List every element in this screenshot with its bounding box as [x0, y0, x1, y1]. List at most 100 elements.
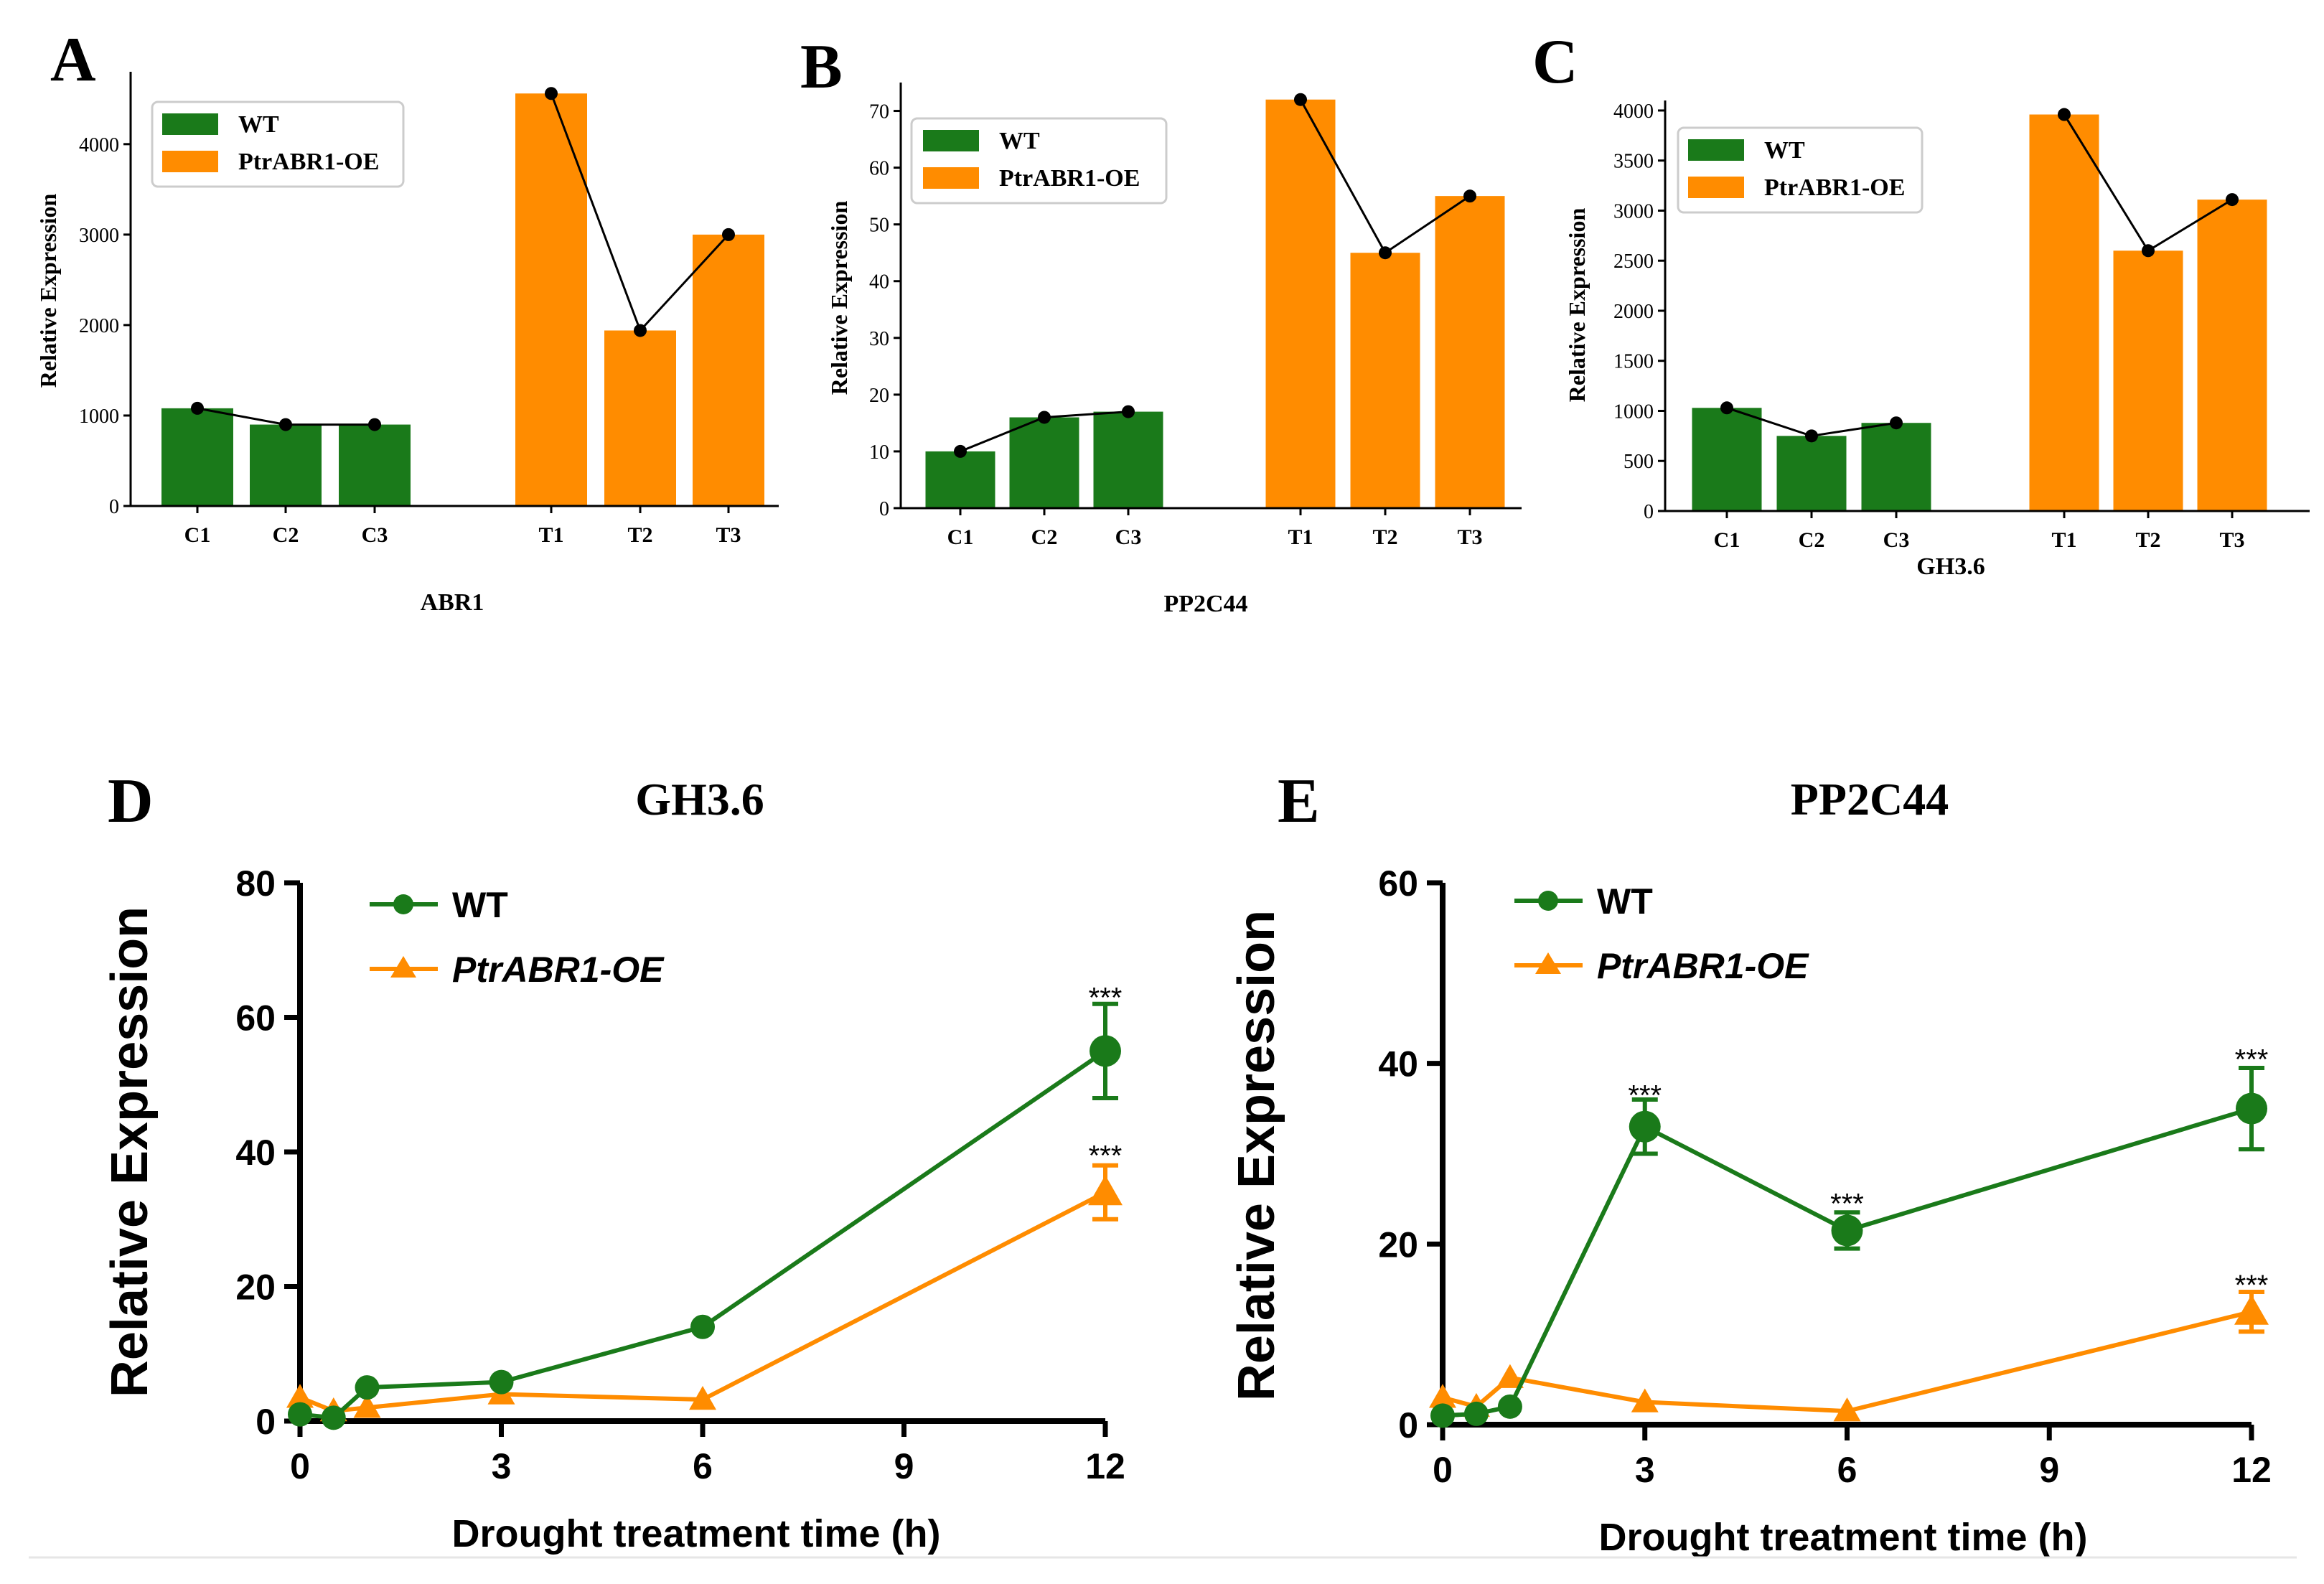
panel-b-bar-chart: 0 10 20 30 40 50 60 70 C1 C2 C3 T1 T2 T3 WT PtrABR1-O… — [826, 83, 1522, 617]
panel-a-point-c1 — [191, 401, 204, 415]
panel-b-x-tick-label: C3 — [1115, 525, 1142, 549]
panel-a-x-tick-label: C3 — [362, 523, 388, 547]
panel-e-marker-oe — [1833, 1397, 1861, 1422]
panel-e-marker-wt — [1831, 1214, 1863, 1247]
panel-a-legend-wt-label: WT — [238, 111, 279, 138]
panel-a-x-tick-label: C1 — [184, 523, 211, 547]
panel-c-x-tick-label: T2 — [2135, 528, 2160, 552]
panel-d-x-tick-label: 12 — [1085, 1446, 1125, 1486]
panel-a-bar-chart: 0 1000 2000 3000 4000 C1 C2 C3 T1 T2 T3 WT PtrABR1… — [35, 72, 779, 616]
panel-d-xlabel: Drought treatment time (h) — [452, 1512, 941, 1555]
panel-c-legend-swatch-oe — [1688, 177, 1744, 198]
panel-a-bar-t2 — [604, 330, 676, 506]
panel-e-legend-wt-label: WT — [1597, 881, 1653, 922]
panel-b-x-tick-label: T3 — [1457, 525, 1482, 549]
panel-d-marker-wt — [288, 1402, 312, 1427]
panel-b-y-tick-label: 60 — [869, 158, 889, 180]
panel-b-x-tick-label: T1 — [1288, 525, 1313, 549]
panel-d-marker-wt — [355, 1375, 380, 1400]
panel-b-point-c2 — [1038, 411, 1051, 424]
panel-c-point-c1 — [1720, 401, 1733, 415]
panel-a-point-t2 — [634, 324, 647, 337]
panel-c-x-tick-label: C2 — [1799, 528, 1825, 552]
panel-b-point-t1 — [1294, 93, 1307, 106]
panel-b-y-tick-label: 70 — [869, 101, 889, 123]
panel-d-line-chart: GH3.6 0 20 40 60 80 0 3 6 9 12 *** *** WT PtrABR1-… — [101, 774, 1125, 1555]
panel-c-point-c3 — [1890, 416, 1903, 430]
panel-c-bar-c2 — [1776, 436, 1847, 511]
panel-c-y-tick-label: 4000 — [1613, 100, 1654, 123]
panel-a-legend-oe-label: PtrABR1-OE — [238, 149, 379, 175]
panel-e-series-line-wt — [1442, 1106, 2252, 1418]
panel-d-y-tick-label: 20 — [235, 1267, 276, 1308]
panel-d-marker-wt — [321, 1405, 346, 1430]
panel-e-legend: WT PtrABR1-OE — [1514, 881, 1809, 986]
panel-b-legend-swatch-wt — [923, 130, 979, 151]
panel-b-xlabel: PP2C44 — [1163, 591, 1247, 617]
panel-b-bar-c2 — [1009, 417, 1079, 508]
panel-c-legend: WT PtrABR1-OE — [1677, 126, 1924, 214]
panel-letter-a: A — [50, 25, 96, 95]
panel-b-y-tick-label: 20 — [869, 385, 889, 407]
panel-a-legend-swatch-wt — [162, 113, 218, 135]
panel-b-y-tick-label: 50 — [869, 215, 889, 237]
panel-e-significance-label: *** — [1830, 1189, 1864, 1220]
panel-c-bar-chart: 0 500 1000 1500 2000 2500 3000 3500 4000 C1 C2 C3 T1… — [1564, 100, 2310, 580]
panel-e-marker-oe — [1496, 1364, 1524, 1388]
panel-d-marker-oe — [353, 1394, 381, 1418]
panel-e-marker-oe — [1429, 1384, 1456, 1408]
panel-d-legend: WT PtrABR1-OE — [370, 885, 665, 990]
panel-b-legend-oe-label: PtrABR1-OE — [999, 165, 1140, 192]
panel-e-x-tick-label: 3 — [1635, 1450, 1655, 1490]
panel-b-bar-t2 — [1350, 253, 1420, 508]
panel-d-x-tick-label: 0 — [290, 1446, 310, 1486]
panel-c-y-tick-label: 1500 — [1613, 351, 1654, 373]
panel-e-marker-oe — [2234, 1294, 2269, 1325]
panel-b-x-tick-label: C1 — [947, 525, 974, 549]
panel-d-marker-wt — [489, 1369, 514, 1395]
panel-a-y-tick-label: 2000 — [79, 315, 119, 337]
panel-a-bar-c2 — [250, 424, 322, 506]
panel-a-y-tick-label: 0 — [109, 496, 119, 518]
panel-c-bar-t1 — [2029, 114, 2099, 511]
panel-d-series-line-wt — [299, 1049, 1107, 1420]
panel-b-bar-t1 — [1265, 99, 1336, 509]
panel-a-point-t3 — [722, 228, 735, 241]
panel-b-point-c3 — [1122, 405, 1135, 418]
panel-c-legend-swatch-wt — [1688, 139, 1744, 161]
panel-c-xlabel: GH3.6 — [1916, 553, 1985, 580]
panel-c-y-tick-label: 3500 — [1613, 151, 1654, 173]
panel-b-x-tick-label: T2 — [1372, 525, 1397, 549]
panel-c-y-tick-label: 2000 — [1613, 301, 1654, 323]
panel-d-y-tick-label: 0 — [256, 1402, 276, 1442]
panel-c-legend-wt-label: WT — [1764, 137, 1805, 164]
panel-e-y-tick-label: 20 — [1378, 1224, 1418, 1265]
panel-c-x-tick-label: C3 — [1883, 528, 1910, 552]
panel-a-point-t1 — [545, 87, 558, 100]
panel-c-bar-c3 — [1861, 423, 1931, 511]
panel-e-significance-label: *** — [2235, 1270, 2269, 1301]
panel-b-bar-c3 — [1093, 411, 1163, 508]
panel-a-xlabel: ABR1 — [421, 589, 484, 616]
panel-e-marker-wt — [2236, 1092, 2267, 1125]
panel-e-xlabel: Drought treatment time (h) — [1599, 1516, 2088, 1559]
panel-d-marker-wt — [1090, 1035, 1121, 1067]
panel-e-title: PP2C44 — [1791, 774, 1949, 825]
panel-e-legend-marker-wt — [1538, 891, 1558, 911]
panel-d-ylabel: Relative Expression — [101, 906, 159, 1397]
panel-c-y-tick-label: 1000 — [1613, 400, 1654, 423]
panel-d-significance-label: *** — [1089, 982, 1123, 1013]
panel-e-series-line-oe — [1442, 1309, 2252, 1414]
panel-e-marker-wt — [1629, 1110, 1661, 1143]
panel-d-marker-wt — [690, 1314, 715, 1339]
panel-a-x-tick-label: T1 — [538, 523, 563, 547]
panel-d-marker-oe — [286, 1384, 314, 1408]
panel-b-point-c1 — [954, 444, 967, 458]
panel-a-x-tick-label: T2 — [627, 523, 652, 547]
panel-a-legend-swatch-oe — [162, 151, 218, 172]
panel-a-bar-c1 — [161, 408, 233, 506]
panel-b-y-tick-label: 10 — [869, 441, 889, 464]
panel-e-legend-oe-label: PtrABR1-OE — [1597, 946, 1809, 986]
panel-a-point-c3 — [368, 418, 381, 431]
